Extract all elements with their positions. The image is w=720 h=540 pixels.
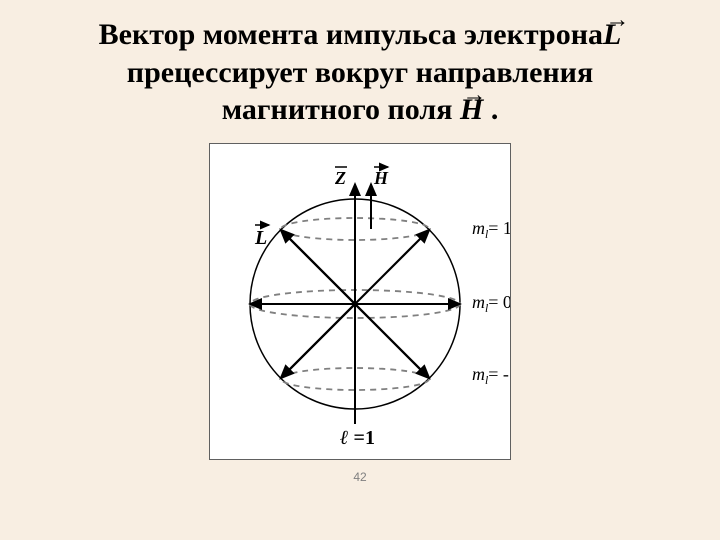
figure-container: Z H Lml= 1 ml= 0 ml= -1 ℓ =1: [0, 143, 720, 460]
svg-text:ml= 0: ml= 0: [472, 292, 510, 315]
title-line1-a: Вектор момента импульса электрона: [99, 18, 603, 51]
svg-text:H: H: [373, 168, 389, 188]
slide: Вектор момента импульса электрона→L прец…: [0, 0, 720, 540]
arrow-icon: →: [462, 80, 486, 110]
slide-title: Вектор момента импульса электрона→L прец…: [30, 16, 690, 129]
title-vector-L: →L: [603, 18, 621, 51]
arrow-icon: →: [605, 5, 629, 35]
title-line3-a: магнитного поля: [222, 93, 460, 126]
svg-text:ℓ =1: ℓ =1: [340, 427, 375, 449]
precession-diagram: Z H Lml= 1 ml= 0 ml= -1 ℓ =1: [210, 144, 510, 454]
svg-text:Z: Z: [334, 168, 346, 188]
svg-text:ml= 1: ml= 1: [472, 218, 510, 241]
title-line2: прецессирует вокруг направления: [127, 56, 593, 89]
page-number: 42: [0, 470, 720, 484]
svg-text:L: L: [254, 227, 267, 249]
svg-text:ml= -1: ml= -1: [472, 364, 510, 387]
figure-box: Z H Lml= 1 ml= 0 ml= -1 ℓ =1: [209, 143, 511, 460]
title-vector-H: →H: [460, 93, 483, 126]
